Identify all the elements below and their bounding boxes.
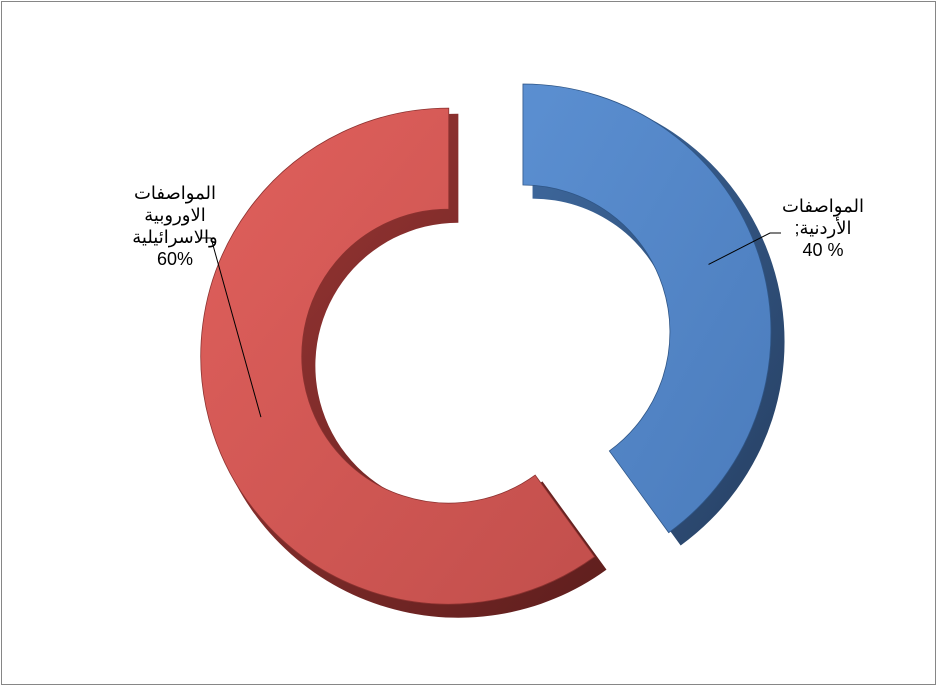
data-label-value: 40 % [802,240,844,260]
data-label-line: المواصفات [133,183,216,203]
data-label-european-israeli: المواصفات الاوروبية والاسرائيلية 60% [60,182,290,270]
pie-slice-face [200,107,596,605]
data-label-line: الاوروبية [144,205,206,225]
pie-slice [200,107,607,618]
data-label-value: 60% [156,249,194,269]
data-label-line: المواصفات [781,196,864,216]
data-label-line: والاسرائيلية [132,227,218,247]
pie-slice-face [522,83,772,534]
leader-line-european [200,237,262,418]
pie-slice [522,83,785,546]
data-label-jordanian: المواصفات الأردنية; 40 % [758,195,888,261]
leader-line-jordanian [708,232,781,265]
data-label-line: الأردنية; [794,218,852,238]
